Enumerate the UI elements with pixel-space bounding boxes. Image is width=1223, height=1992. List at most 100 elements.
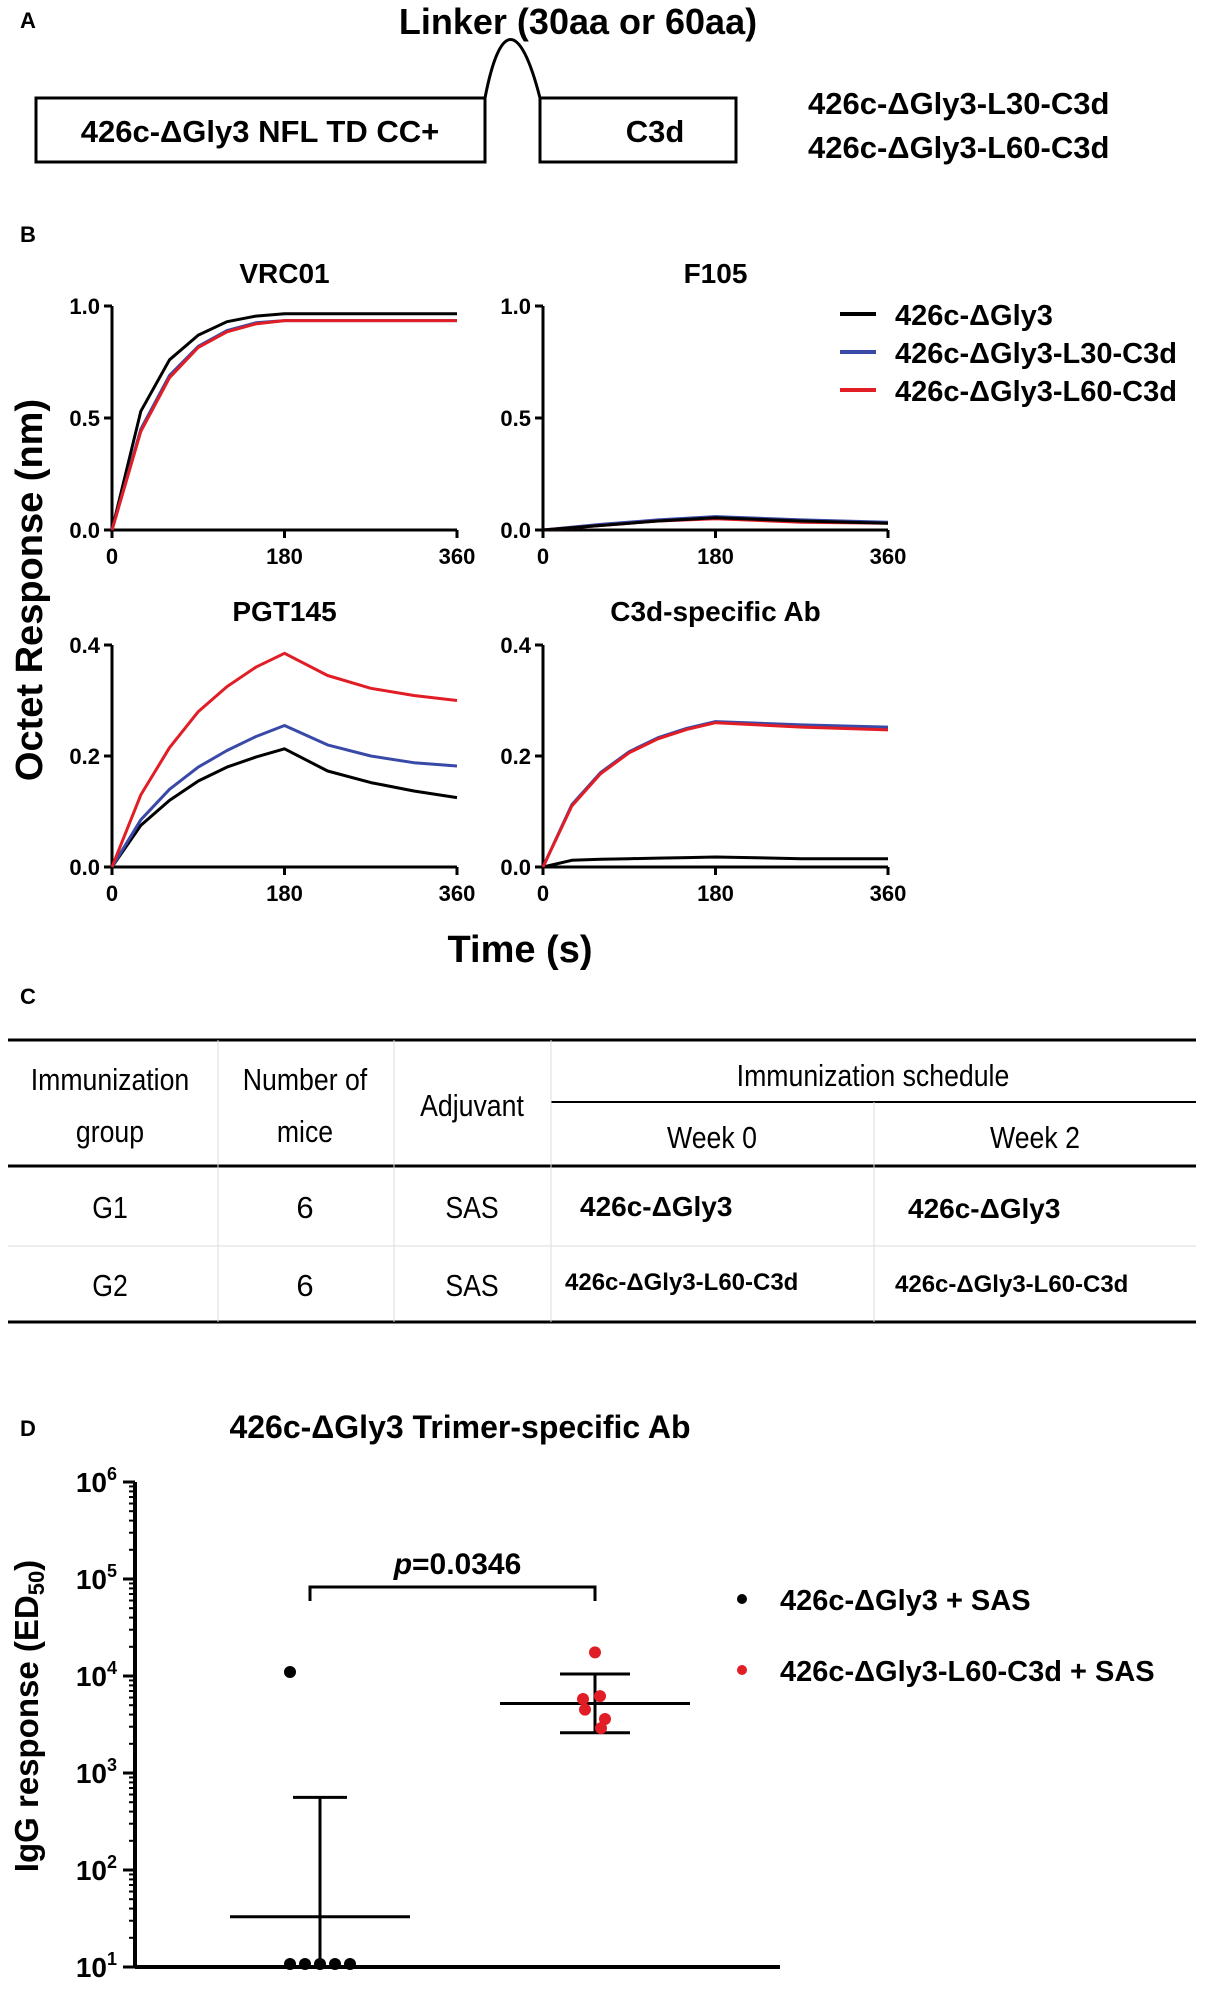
y-title-main: IgG response (ED [8,1595,45,1872]
series-line-426c-gly3-l30-c3d [110,724,458,868]
y-tick-label: 0.2 [69,744,100,769]
tick-exponent: 4 [107,1658,117,1678]
header-schedule: Immunization schedule [737,1059,1010,1093]
x-tick-label: 0 [106,544,118,569]
tick-exponent: 2 [107,1852,117,1872]
subplot-title: F105 [684,258,748,289]
series-line-426c-gly3 [110,312,457,531]
g2-data-point [577,1692,589,1705]
panel-d-label: D [20,1416,36,1441]
series-line-426c-gly3 [110,747,458,868]
tick-base: 10 [76,1952,107,1983]
x-tick-label: 360 [439,544,476,569]
row1-mice: 6 [296,1190,313,1225]
panel-b: B Octet Response (nm) Time (s) 426c-ΔGly… [9,222,1177,971]
panel-b-legend: 426c-ΔGly3 426c-ΔGly3-L30-C3d 426c-ΔGly3… [840,300,1177,408]
g1-data-point [314,1958,326,1970]
row2-week2: 426c-ΔGly3-L60-C3d [895,1271,1128,1298]
y-tick-label: 104 [76,1658,117,1692]
significance-bracket [308,1585,597,1601]
x-tick-label: 180 [697,881,734,906]
legend-label-1: 426c-ΔGly3 [895,300,1053,332]
g1-data-point [299,1958,311,1970]
y-tick-label: 0.4 [500,633,531,658]
tick-base: 10 [76,1467,107,1498]
g1-data-point [344,1958,356,1970]
panel-a: A Linker (30aa or 60aa) 426c-ΔGly3 NFL T… [20,1,1109,165]
y-tick-label: 101 [76,1949,117,1983]
subplot-vrc01: VRC01 0.0 0.5 1.0 0 180 360 [69,258,475,569]
construct-l30: 426c-ΔGly3-L30-C3d [808,86,1109,121]
nfl-box [34,96,487,164]
x-tick-label: 360 [439,881,476,906]
y-tick-label: 0.0 [69,518,100,543]
linker-loop [483,38,542,99]
panel-b-y-axis-title: Octet Response (nm) [9,399,51,781]
subplot-pgt145: PGT145 0.0 0.2 0.4 0 180 360 [69,596,475,906]
x-tick-label: 180 [697,544,734,569]
y-tick-label: 0.0 [69,855,100,880]
header-week2: Week 2 [990,1121,1080,1155]
y-tick-label: 0.5 [69,406,100,431]
y-tick-label: 0.5 [500,406,531,431]
subplot-c3d-specific-ab: C3d-specific Ab 0.0 0.2 0.4 0 180 360 [500,596,906,906]
g1-data-point [284,1665,296,1678]
tick-base: 10 [76,1564,107,1595]
header-group-1: Immunization [31,1063,190,1097]
panel-d: D 426c-ΔGly3 Trimer-specific Ab IgG resp… [8,1409,1155,1983]
tick-exponent: 6 [107,1464,117,1484]
p-value: =0.0346 [412,1548,521,1581]
c3d-box-label: C3d [626,114,685,149]
g2-data-point [599,1713,611,1726]
y-tick-label: 1.0 [69,294,100,319]
g2-data-point [579,1703,591,1716]
x-tick-label: 360 [870,544,907,569]
tick-base: 10 [76,1758,107,1789]
series-line-426c-gly3-l30-c3d [110,319,457,531]
row2-mice: 6 [296,1268,313,1303]
g2-data-point [594,1690,606,1703]
series-line-426c-gly3-l60-c3d [110,319,457,531]
row2-week0: 426c-ΔGly3-L60-C3d [565,1269,798,1296]
x-tick-label: 180 [266,544,303,569]
x-tick-label: 180 [266,881,303,906]
tick-exponent: 3 [107,1755,117,1775]
nfl-box-label: 426c-ΔGly3 NFL TD CC+ [81,114,440,149]
header-mice-1: Number of [243,1063,368,1097]
panel-b-label: B [20,222,36,247]
panel-c-label: C [20,984,36,1009]
series-line-426c-gly3 [542,516,889,532]
row2-adjuvant: SAS [445,1269,498,1303]
series-line-426c-gly3-l60-c3d [541,721,889,868]
y-title-close: ) [8,1560,45,1571]
g2-data-point [595,1722,607,1735]
legend-label-g2: 426c-ΔGly3-L60-C3d + SAS [780,1656,1155,1688]
subplot-title: C3d-specific Ab [610,596,821,627]
tick-exponent: 5 [107,1561,117,1581]
panel-d-title: 426c-ΔGly3 Trimer-specific Ab [229,1409,690,1445]
row1-week2: 426c-ΔGly3 [908,1193,1060,1224]
y-title-sub: 50 [24,1571,49,1595]
legend-dot-g2 [737,1665,747,1675]
subplot-title: PGT145 [232,596,336,627]
row1-week0: 426c-ΔGly3 [580,1191,732,1222]
tick-base: 10 [76,1855,107,1886]
y-tick-label: 102 [76,1852,117,1886]
y-tick-label: 103 [76,1755,117,1789]
legend-dot-g1 [737,1594,747,1604]
c3d-box [538,96,738,164]
panel-a-label: A [20,8,36,33]
y-tick-label: 0.0 [500,518,531,543]
g1-data-point [329,1958,341,1970]
legend-label-2: 426c-ΔGly3-L30-C3d [895,338,1177,370]
p-symbol: p [393,1548,412,1581]
panel-d-legend: 426c-ΔGly3 + SAS 426c-ΔGly3-L60-C3d + SA… [737,1585,1155,1688]
g2-data-point [589,1646,601,1659]
series-line-426c-gly3-l60-c3d [110,651,458,868]
tick-exponent: 1 [107,1949,117,1969]
x-tick-label: 0 [537,881,549,906]
row1-adjuvant: SAS [445,1191,498,1225]
header-week0: Week 0 [667,1121,757,1155]
